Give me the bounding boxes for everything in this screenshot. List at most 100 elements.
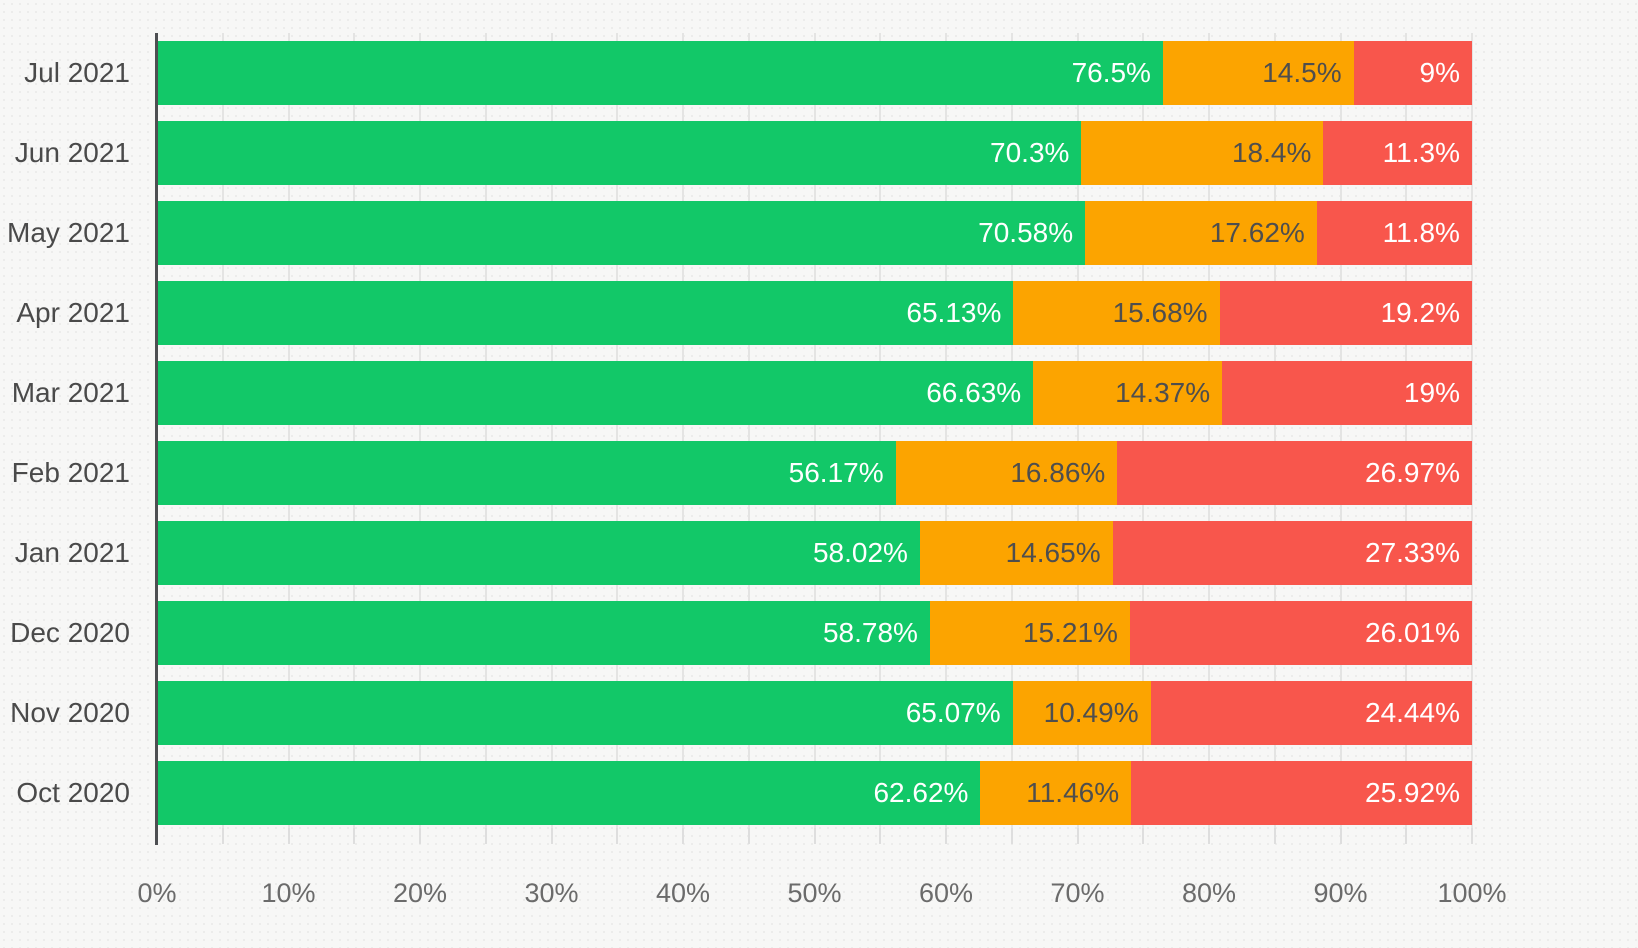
bar-green-segment[interactable]: 70.58% (157, 201, 1086, 265)
bar-value-label: 15.68% (1112, 297, 1208, 328)
x-axis-tick (1010, 828, 1013, 844)
gridline (550, 33, 553, 828)
bar-orange-segment[interactable]: 18.4% (1081, 121, 1324, 185)
bar-orange-segment[interactable]: 14.37% (1033, 361, 1223, 425)
x-axis-tick-label: 30% (524, 878, 579, 908)
gridline (879, 33, 882, 828)
category-label: Feb 2021 (11, 457, 130, 488)
bar-row: 70.58% 17.62% 11.8% (157, 201, 1472, 265)
bar-orange-segment[interactable]: 16.86% (895, 441, 1118, 505)
bar-red-segment[interactable]: 9% (1353, 41, 1472, 105)
bar-value-label: 25.92% (1365, 777, 1460, 808)
gridline (287, 33, 290, 828)
bar-orange-segment[interactable]: 14.5% (1162, 41, 1354, 105)
bar-row: 65.07% 10.49% 24.44% (157, 681, 1472, 745)
bar-green-segment[interactable]: 58.78% (157, 601, 930, 665)
bar-orange-segment[interactable]: 15.21% (929, 601, 1130, 665)
bar-red-segment[interactable]: 25.92% (1131, 761, 1472, 825)
bar-value-label: 62.62% (873, 777, 969, 808)
gridline (484, 33, 487, 828)
bar-red-segment[interactable]: 19.2% (1219, 281, 1472, 345)
bar-row: 66.63% 14.37% 19% (157, 361, 1472, 425)
bar-orange-segment[interactable]: 14.65% (919, 521, 1113, 585)
bar-value-label: 14.5% (1262, 57, 1342, 88)
gridline (1076, 33, 1079, 828)
bar-red-segment[interactable]: 26.01% (1129, 601, 1472, 665)
gridline (616, 33, 619, 828)
gridline (682, 33, 684, 828)
x-axis-tick-label: 10% (261, 878, 316, 908)
bar-green-segment[interactable]: 70.3% (157, 121, 1082, 185)
bar-green-segment[interactable]: 56.17% (157, 441, 896, 505)
x-axis-tick (550, 828, 553, 844)
gridline (1339, 33, 1342, 828)
bar-row: 62.62% 11.46% 25.92% (157, 761, 1472, 825)
gridline (945, 33, 947, 828)
bar-red-segment[interactable]: 11.8% (1316, 201, 1472, 265)
x-axis-tick-label: 80% (1181, 878, 1237, 908)
x-axis-tick-label: 60% (918, 878, 974, 908)
bar-value-label: 58.02% (812, 537, 908, 568)
bar-green-segment[interactable]: 58.02% (157, 521, 920, 585)
bar-row: 65.13% 15.68% 19.2% (157, 281, 1472, 345)
bar-value-label: 11.46% (1026, 777, 1120, 808)
x-axis-tick (945, 828, 947, 844)
bar-row: 76.5% 14.5% 9% (157, 41, 1472, 105)
category-label: Jul 2021 (24, 57, 130, 88)
bar-value-label: 76.5% (1071, 57, 1151, 88)
x-axis-tick-label: 50% (787, 878, 842, 908)
x-axis-tick (1339, 828, 1342, 844)
x-axis-tick (221, 828, 224, 844)
x-axis-tick (1076, 828, 1079, 844)
bar-red-segment[interactable]: 11.3% (1323, 121, 1472, 185)
category-label: Dec 2020 (10, 617, 130, 648)
bar-value-label: 17.62% (1209, 217, 1305, 248)
bar-value-label: 65.07% (905, 697, 1001, 728)
x-axis-tick-label: 20% (392, 878, 448, 908)
bar-orange-segment[interactable]: 17.62% (1085, 201, 1317, 265)
x-axis-tick (747, 828, 750, 844)
bar-red-segment[interactable]: 26.97% (1117, 441, 1472, 505)
x-axis-tick (287, 828, 290, 844)
bar-red-segment[interactable]: 19% (1222, 361, 1472, 425)
bar-green-segment[interactable]: 76.5% (157, 41, 1163, 105)
bar-green-segment[interactable]: 65.13% (157, 281, 1014, 345)
gridline (1010, 33, 1013, 828)
bar-value-label: 27.33% (1365, 537, 1460, 568)
bar-orange-segment[interactable]: 11.46% (980, 761, 1132, 825)
bar-row: 58.02% 14.65% 27.33% (157, 521, 1472, 585)
category-label: Mar 2021 (11, 377, 130, 408)
bar-value-label: 26.97% (1365, 457, 1460, 488)
bar-value-label: 70.3% (990, 137, 1070, 168)
bar-value-label: 14.65% (1005, 537, 1101, 568)
x-axis-tick-label: 40% (655, 878, 711, 908)
gridline (1142, 33, 1145, 828)
bar-value-label: 19.2% (1380, 297, 1460, 328)
x-axis-tick-label: 100% (1437, 878, 1507, 908)
bar-green-segment[interactable]: 62.62% (157, 761, 981, 825)
x-axis-tick (813, 828, 816, 844)
x-axis-tick (1273, 828, 1276, 844)
bar-value-label: 70.58% (978, 217, 1074, 248)
category-label: Oct 2020 (16, 777, 130, 808)
bar-row: 56.17% 16.86% 26.97% (157, 441, 1472, 505)
bar-value-label: 11.8% (1382, 217, 1460, 248)
bar-orange-segment[interactable]: 10.49% (1012, 681, 1151, 745)
bar-value-label: 24.44% (1365, 697, 1460, 728)
bar-row: 58.78% 15.21% 26.01% (157, 601, 1472, 665)
bar-red-segment[interactable]: 27.33% (1112, 521, 1472, 585)
x-axis-tick-label: 0% (137, 878, 177, 908)
bar-green-segment[interactable]: 66.63% (157, 361, 1034, 425)
x-axis-tick (1142, 828, 1145, 844)
bar-value-label: 11.3% (1382, 137, 1460, 168)
y-axis-line (155, 33, 158, 845)
bar-value-label: 16.86% (1010, 457, 1106, 488)
gridline (813, 33, 816, 828)
x-axis-tick (616, 828, 619, 844)
bar-value-label: 19% (1403, 377, 1460, 408)
bar-green-segment[interactable]: 65.07% (157, 681, 1013, 745)
bar-value-label: 56.17% (788, 457, 884, 488)
bar-orange-segment[interactable]: 15.68% (1013, 281, 1220, 345)
bar-red-segment[interactable]: 24.44% (1150, 681, 1472, 745)
x-axis-tick-label: 70% (1050, 878, 1105, 908)
